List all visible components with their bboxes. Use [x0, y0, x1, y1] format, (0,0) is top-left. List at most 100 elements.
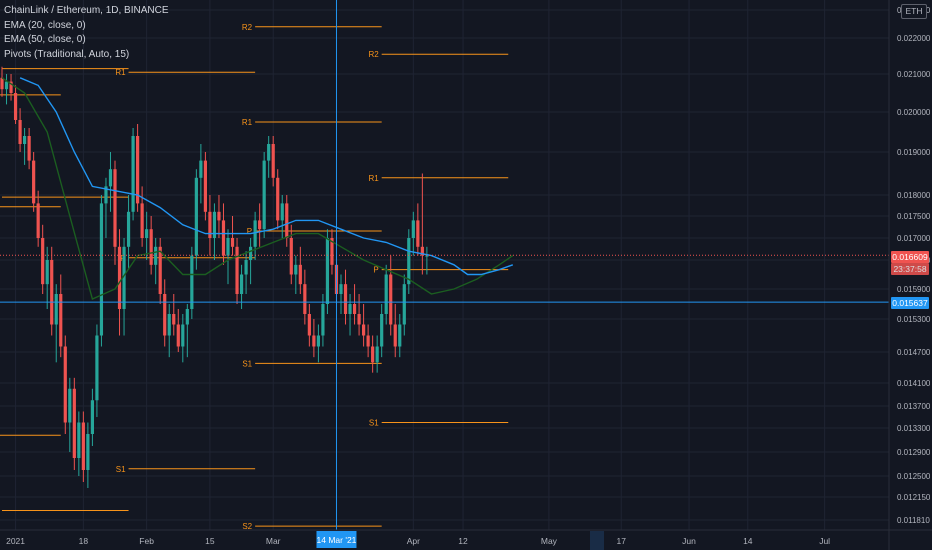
- y-tick-label: 0.021000: [897, 70, 931, 79]
- candle-body: [95, 335, 99, 401]
- candle-body: [380, 314, 384, 347]
- candle-body: [271, 144, 275, 178]
- candle-body: [158, 246, 162, 294]
- candle-body: [163, 294, 167, 336]
- candle-body: [126, 211, 131, 247]
- candle-body: [72, 388, 76, 458]
- candle-body: [36, 203, 40, 238]
- y-tick-label: 0.020000: [897, 108, 931, 117]
- grid: [0, 0, 889, 530]
- candle-body: [208, 211, 212, 238]
- pivots-label[interactable]: Pivots (Traditional, Auto, 15): [4, 48, 130, 60]
- x-tick-label: 12: [458, 536, 468, 546]
- candle-body: [90, 400, 94, 434]
- candle-body: [249, 246, 253, 260]
- candle-body: [352, 304, 357, 314]
- candle-body: [416, 220, 420, 247]
- candle-body: [330, 238, 334, 265]
- pivot-label: S1: [116, 465, 126, 474]
- x-tick-label: Feb: [139, 536, 154, 546]
- y-tick-label: 0.014100: [897, 379, 931, 388]
- candle-body: [217, 211, 221, 221]
- y-tick-label: 0.011810: [897, 516, 930, 525]
- candle-body: [172, 314, 176, 325]
- y-tick-label: 0.017500: [897, 212, 931, 221]
- candle-body: [258, 220, 262, 230]
- candle-body: [45, 260, 49, 285]
- y-tick-label: 0.017000: [897, 234, 931, 243]
- candle-body: [276, 177, 280, 221]
- candle-body: [190, 255, 194, 309]
- x-tick-label: 18: [79, 536, 89, 546]
- pivot-label: R1: [115, 68, 126, 77]
- ema20-line: [1, 77, 514, 300]
- candle-body: [357, 314, 361, 325]
- candle-body: [108, 169, 113, 187]
- candle-body: [285, 203, 289, 238]
- candle-body: [104, 186, 108, 204]
- crosshair-date-bg: [316, 531, 357, 548]
- countdown-tag: 23:37:58: [891, 263, 929, 275]
- candle-body: [203, 160, 207, 212]
- pivot-label: S1: [369, 419, 379, 428]
- candle-body: [389, 274, 393, 325]
- currency-badge[interactable]: ETH: [901, 4, 927, 19]
- candle-body: [375, 346, 379, 363]
- candle-body: [262, 160, 266, 230]
- ema20-label[interactable]: EMA (20, close, 0): [4, 19, 86, 31]
- crosshair-price-tag: 0.015637: [891, 297, 929, 309]
- candle-body: [321, 304, 325, 336]
- y-tick-label: 0.012150: [897, 493, 931, 502]
- candle-body: [86, 434, 90, 470]
- candle-body: [32, 160, 36, 204]
- candle-body: [303, 284, 307, 314]
- candle-body: [167, 314, 171, 336]
- candle-body: [54, 294, 58, 325]
- candle-body: [244, 260, 248, 275]
- ema50-label[interactable]: EMA (50, close, 0): [4, 34, 86, 45]
- candle-body: [267, 144, 271, 161]
- candle-body: [384, 274, 388, 314]
- last-price-tag: 0.016609: [891, 251, 929, 263]
- y-tick-label: 0.019000: [897, 148, 931, 157]
- candle-body: [27, 136, 31, 161]
- crosshair-date-label: 14 Mar '21: [317, 535, 357, 545]
- candle-body: [0, 77, 4, 90]
- candle-body: [348, 304, 352, 314]
- x-tick-label: 15: [205, 536, 215, 546]
- ema-lines: [1, 77, 514, 300]
- pivot-label: R1: [368, 174, 379, 183]
- candle-body: [294, 264, 298, 275]
- y-tick-label: 0.015300: [897, 315, 931, 324]
- pivot-label: S2: [242, 522, 252, 531]
- candle-body: [81, 422, 85, 470]
- candle-body: [411, 220, 415, 238]
- symbol-title[interactable]: ChainLink / Ethereum, 1D, BINANCE: [4, 5, 169, 16]
- candle-body: [77, 422, 81, 458]
- y-tick-label: 0.015900: [897, 285, 931, 294]
- candle-body: [122, 246, 126, 309]
- y-tick-label: 0.012500: [897, 472, 931, 481]
- y-tick-label: 0.013700: [897, 402, 931, 411]
- candle-body: [316, 335, 320, 347]
- candle-body: [185, 309, 189, 325]
- candle-body: [366, 335, 370, 347]
- pivot-label: S1: [242, 359, 252, 368]
- candle-body: [131, 136, 135, 212]
- x-tick-label: 14: [743, 536, 753, 546]
- candle-body: [407, 238, 411, 285]
- x-tick-label: Jun: [682, 536, 696, 546]
- candle-body: [343, 284, 348, 314]
- pivot-label: R2: [368, 50, 379, 59]
- candle-body: [136, 136, 140, 204]
- x-tick-label: 2021: [6, 536, 25, 546]
- x-tick-label: Apr: [407, 536, 420, 546]
- candle-body: [339, 284, 343, 294]
- candle-body: [280, 203, 284, 221]
- candle-body: [212, 211, 217, 238]
- candle-body: [235, 246, 239, 294]
- crosshair: 14 Mar '21: [0, 0, 889, 548]
- x-tick-label: May: [541, 536, 558, 546]
